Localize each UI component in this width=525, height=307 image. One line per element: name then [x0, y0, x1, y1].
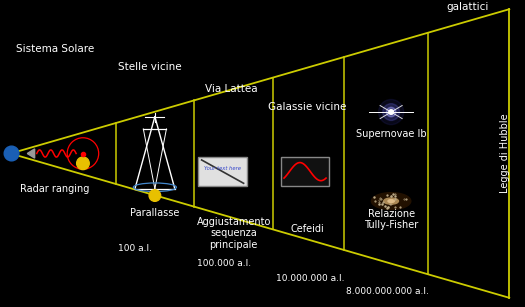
Ellipse shape: [389, 110, 393, 114]
Text: Stelle vicine: Stelle vicine: [118, 62, 182, 72]
Ellipse shape: [379, 99, 404, 125]
Text: Parallasse: Parallasse: [130, 208, 180, 218]
Text: 100 a.l.: 100 a.l.: [118, 244, 152, 253]
Bar: [198, 157, 247, 186]
Ellipse shape: [149, 190, 161, 201]
Text: Via Lattea: Via Lattea: [205, 84, 257, 94]
Text: Galassie vicine: Galassie vicine: [268, 102, 346, 112]
Text: Cefeidi: Cefeidi: [290, 224, 324, 234]
Bar: [281, 157, 329, 186]
Text: Supernovae Ib: Supernovae Ib: [356, 129, 426, 138]
Text: Ammassi
galattici: Ammassi galattici: [444, 0, 491, 12]
Text: 8.000.000.000 a.l.: 8.000.000.000 a.l.: [346, 287, 429, 296]
Text: 100.000 a.l.: 100.000 a.l.: [197, 259, 251, 268]
Text: 10.000.000 a.l.: 10.000.000 a.l.: [276, 274, 344, 283]
Ellipse shape: [77, 157, 89, 170]
Text: Aggiustamento
sequenza
principale: Aggiustamento sequenza principale: [196, 217, 271, 250]
Text: Radar ranging: Radar ranging: [20, 184, 90, 194]
Ellipse shape: [389, 110, 393, 114]
Text: Legge di Hubble: Legge di Hubble: [500, 114, 510, 193]
Polygon shape: [27, 149, 35, 158]
Text: Relazione
Tully-Fisher: Relazione Tully-Fisher: [364, 209, 418, 230]
Ellipse shape: [384, 198, 398, 204]
Text: Your text here: Your text here: [204, 166, 241, 171]
Ellipse shape: [372, 193, 411, 209]
Ellipse shape: [388, 200, 394, 203]
Text: Sistema Solare: Sistema Solare: [16, 44, 94, 54]
Ellipse shape: [386, 107, 396, 117]
Ellipse shape: [383, 104, 400, 120]
Ellipse shape: [4, 146, 19, 161]
